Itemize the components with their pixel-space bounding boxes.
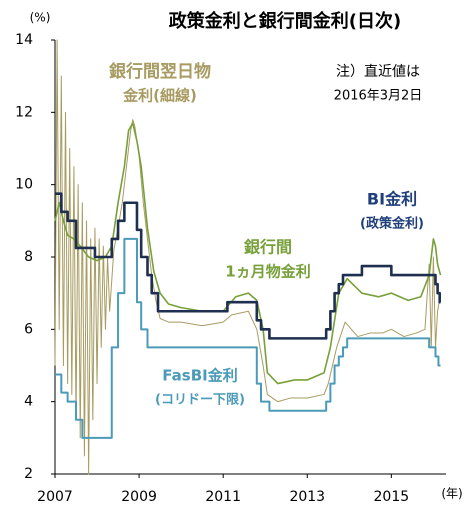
- y-tick-label: 8: [24, 249, 33, 265]
- annotation: (コリドー下限): [155, 393, 245, 408]
- annotation: (政策金利): [360, 216, 424, 232]
- annotation: BI金利: [367, 190, 417, 209]
- series-line: [55, 192, 441, 340]
- annotation: 2016年3月2日: [334, 89, 423, 104]
- annotation: 1ヵ月物金利: [225, 263, 310, 281]
- x-tick-label: 2009: [121, 489, 157, 505]
- x-tick-label: 2015: [374, 489, 410, 505]
- x-tick-label: 2013: [289, 489, 325, 505]
- y-tick-label: 2: [24, 466, 33, 482]
- annotation: 銀行間翌日物: [109, 61, 211, 82]
- y-unit: (%): [30, 11, 51, 25]
- y-tick-label: 4: [24, 394, 33, 410]
- y-tick-label: 14: [15, 32, 33, 48]
- annotation: FasBI金利: [162, 367, 237, 385]
- annotation: 注）直近値は: [336, 63, 420, 80]
- x-unit: (年): [441, 487, 462, 501]
- y-tick-label: 12: [15, 104, 33, 120]
- y-tick-label: 10: [15, 177, 33, 193]
- x-tick-label: 2007: [37, 489, 73, 505]
- x-tick-label: 2011: [205, 489, 241, 505]
- chart-title: 政策金利と銀行間金利(日次): [169, 10, 401, 32]
- series-line: [55, 237, 441, 439]
- annotation: 金利(細線): [122, 87, 197, 105]
- y-tick-label: 6: [24, 321, 33, 337]
- annotation: 銀行間: [244, 238, 292, 257]
